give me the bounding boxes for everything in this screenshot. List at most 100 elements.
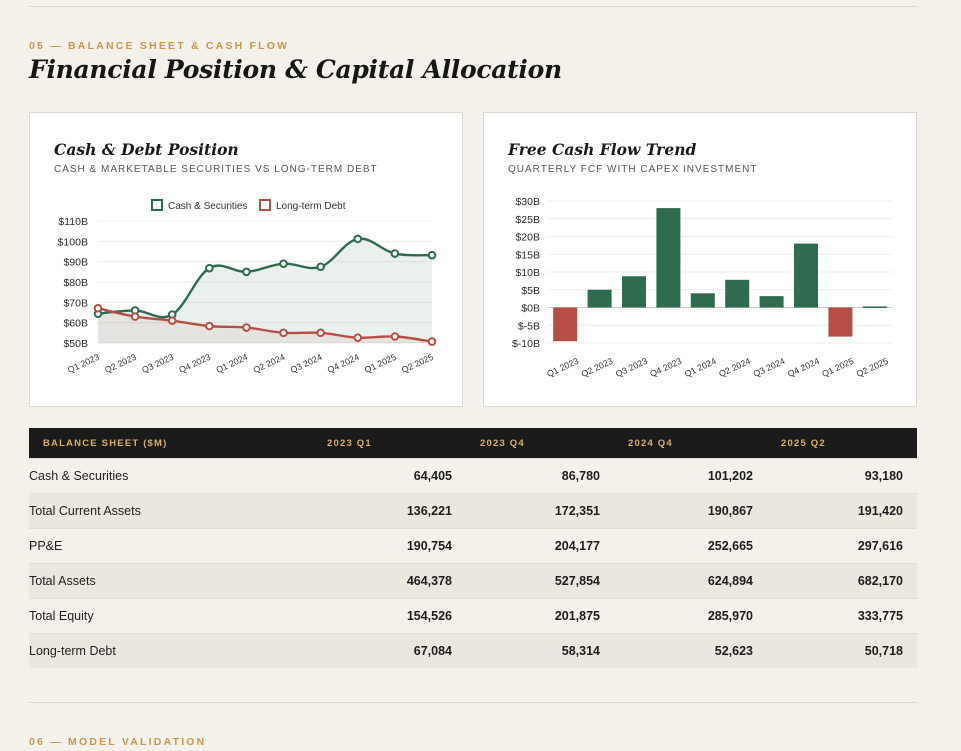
bar xyxy=(794,243,818,308)
cell-value: 191,420 xyxy=(753,493,917,529)
x-tick-label: Q2 2023 xyxy=(103,352,138,375)
cell-value: 285,970 xyxy=(600,598,753,634)
series-line xyxy=(97,307,433,343)
legend-label: Long-term Debt xyxy=(276,201,346,212)
bar xyxy=(725,279,750,308)
chart-subtitle: QUARTERLY FCF WITH CAPEX INVESTMENT xyxy=(508,164,758,175)
cell-value: 190,754 xyxy=(279,528,452,564)
y-tick-label: $50B xyxy=(63,338,88,350)
cell-value: 64,405 xyxy=(279,458,452,494)
cell-value: 333,775 xyxy=(753,598,917,634)
row-label: Cash & Securities xyxy=(29,458,279,494)
y-tick-label: $100B xyxy=(58,236,88,248)
y-tick-label: $30B xyxy=(515,196,540,208)
data-point xyxy=(427,337,437,346)
header-period: 2025 Q2 xyxy=(781,437,826,449)
chart-subtitle: CASH & MARKETABLE SECURITIES VS LONG-TER… xyxy=(54,164,378,175)
table-row: PP&E 190,754 204,177 252,665 297,616 xyxy=(29,528,917,564)
y-tick-label: $20B xyxy=(515,232,540,244)
y-tick-label: $80B xyxy=(63,277,88,289)
bar xyxy=(759,296,784,308)
data-point xyxy=(242,267,251,277)
cell-value: 58,314 xyxy=(452,633,600,668)
row-label: PP&E xyxy=(29,528,279,564)
legend-label: Cash & Securities xyxy=(168,201,247,212)
data-point xyxy=(316,262,325,272)
fcf-card: Free Cash Flow Trend QUARTERLY FCF WITH … xyxy=(483,112,917,407)
data-point xyxy=(279,259,288,268)
x-tick-label: Q1 2023 xyxy=(66,352,101,375)
cell-value: 172,351 xyxy=(452,493,600,529)
bar xyxy=(622,276,646,308)
chart-title: Free Cash Flow Trend xyxy=(508,140,697,159)
y-tick-label: $0B xyxy=(521,303,540,315)
y-tick-label: $5B xyxy=(521,285,540,297)
cell-value: 682,170 xyxy=(753,563,917,599)
cell-value: 201,875 xyxy=(452,598,600,634)
section-divider xyxy=(29,702,917,703)
data-point xyxy=(427,250,437,260)
cell-value: 297,616 xyxy=(753,528,917,564)
y-tick-label: $25B xyxy=(515,214,540,226)
cell-value: 50,718 xyxy=(753,633,917,668)
y-tick-label: $10B xyxy=(515,267,540,279)
cell-value: 154,526 xyxy=(279,598,452,634)
series-area xyxy=(98,238,432,343)
cell-value: 464,378 xyxy=(279,563,452,599)
cell-value: 624,894 xyxy=(600,563,753,599)
cell-value: 52,623 xyxy=(600,633,753,668)
header-period: 2023 Q1 xyxy=(327,437,372,449)
data-point xyxy=(242,323,251,332)
data-point xyxy=(353,333,363,343)
row-label: Total Equity xyxy=(29,598,279,634)
cash-debt-card: Cash & Debt Position CASH & MARKETABLE S… xyxy=(29,112,463,407)
y-tick-label: $15B xyxy=(515,249,540,261)
cell-value: 204,177 xyxy=(452,528,600,564)
cell-value: 86,780 xyxy=(452,458,600,494)
bar xyxy=(587,289,612,308)
legend-swatch xyxy=(151,199,163,211)
y-tick-label: $-5B xyxy=(518,320,540,332)
table-row: Total Current Assets 136,221 172,351 190… xyxy=(29,493,917,529)
y-tick-label: $90B xyxy=(63,257,88,269)
x-tick-label: Q1 2023 xyxy=(545,356,580,379)
bar xyxy=(862,306,887,308)
x-tick-label: Q2 2024 xyxy=(717,356,752,379)
header-label: BALANCE SHEET ($M) xyxy=(43,437,168,449)
row-label: Total Assets xyxy=(29,563,279,599)
x-tick-label: Q4 2023 xyxy=(648,356,683,379)
data-point xyxy=(279,328,288,338)
y-tick-label: $110B xyxy=(58,216,88,228)
cell-value: 252,665 xyxy=(600,528,753,564)
x-tick-label: Q3 2024 xyxy=(289,352,324,375)
row-label: Long-term Debt xyxy=(29,633,279,668)
data-point xyxy=(167,316,177,325)
series-area xyxy=(98,308,432,343)
data-point xyxy=(390,249,400,258)
y-tick-label: $60B xyxy=(63,318,88,330)
cell-value: 190,867 xyxy=(600,493,753,529)
data-point xyxy=(316,328,325,338)
data-point xyxy=(205,263,214,273)
section-eyebrow: 06 — MODEL VALIDATION xyxy=(29,736,207,748)
x-tick-label: Q1 2024 xyxy=(214,352,249,375)
data-point xyxy=(93,303,103,313)
page-title: Financial Position & Capital Allocation xyxy=(29,55,562,84)
cell-value: 93,180 xyxy=(753,458,917,494)
data-point xyxy=(205,321,214,331)
table-header-row: BALANCE SHEET ($M) 2023 Q1 2023 Q4 2024 … xyxy=(29,428,917,459)
x-tick-label: Q3 2023 xyxy=(140,352,175,375)
balance-sheet-table: BALANCE SHEET ($M) 2023 Q1 2023 Q4 2024 … xyxy=(29,428,917,668)
x-tick-label: Q1 2024 xyxy=(683,356,718,379)
legend-swatch xyxy=(259,199,271,211)
x-tick-label: Q1 2025 xyxy=(820,356,855,379)
chart-title: Cash & Debt Position xyxy=(54,140,239,159)
bar xyxy=(656,208,681,308)
header-period: 2024 Q4 xyxy=(628,437,673,449)
bar xyxy=(690,293,715,308)
x-tick-label: Q4 2024 xyxy=(786,356,821,379)
cell-value: 67,084 xyxy=(279,633,452,668)
x-tick-label: Q2 2023 xyxy=(580,356,615,379)
x-tick-label: Q2 2024 xyxy=(252,352,287,375)
